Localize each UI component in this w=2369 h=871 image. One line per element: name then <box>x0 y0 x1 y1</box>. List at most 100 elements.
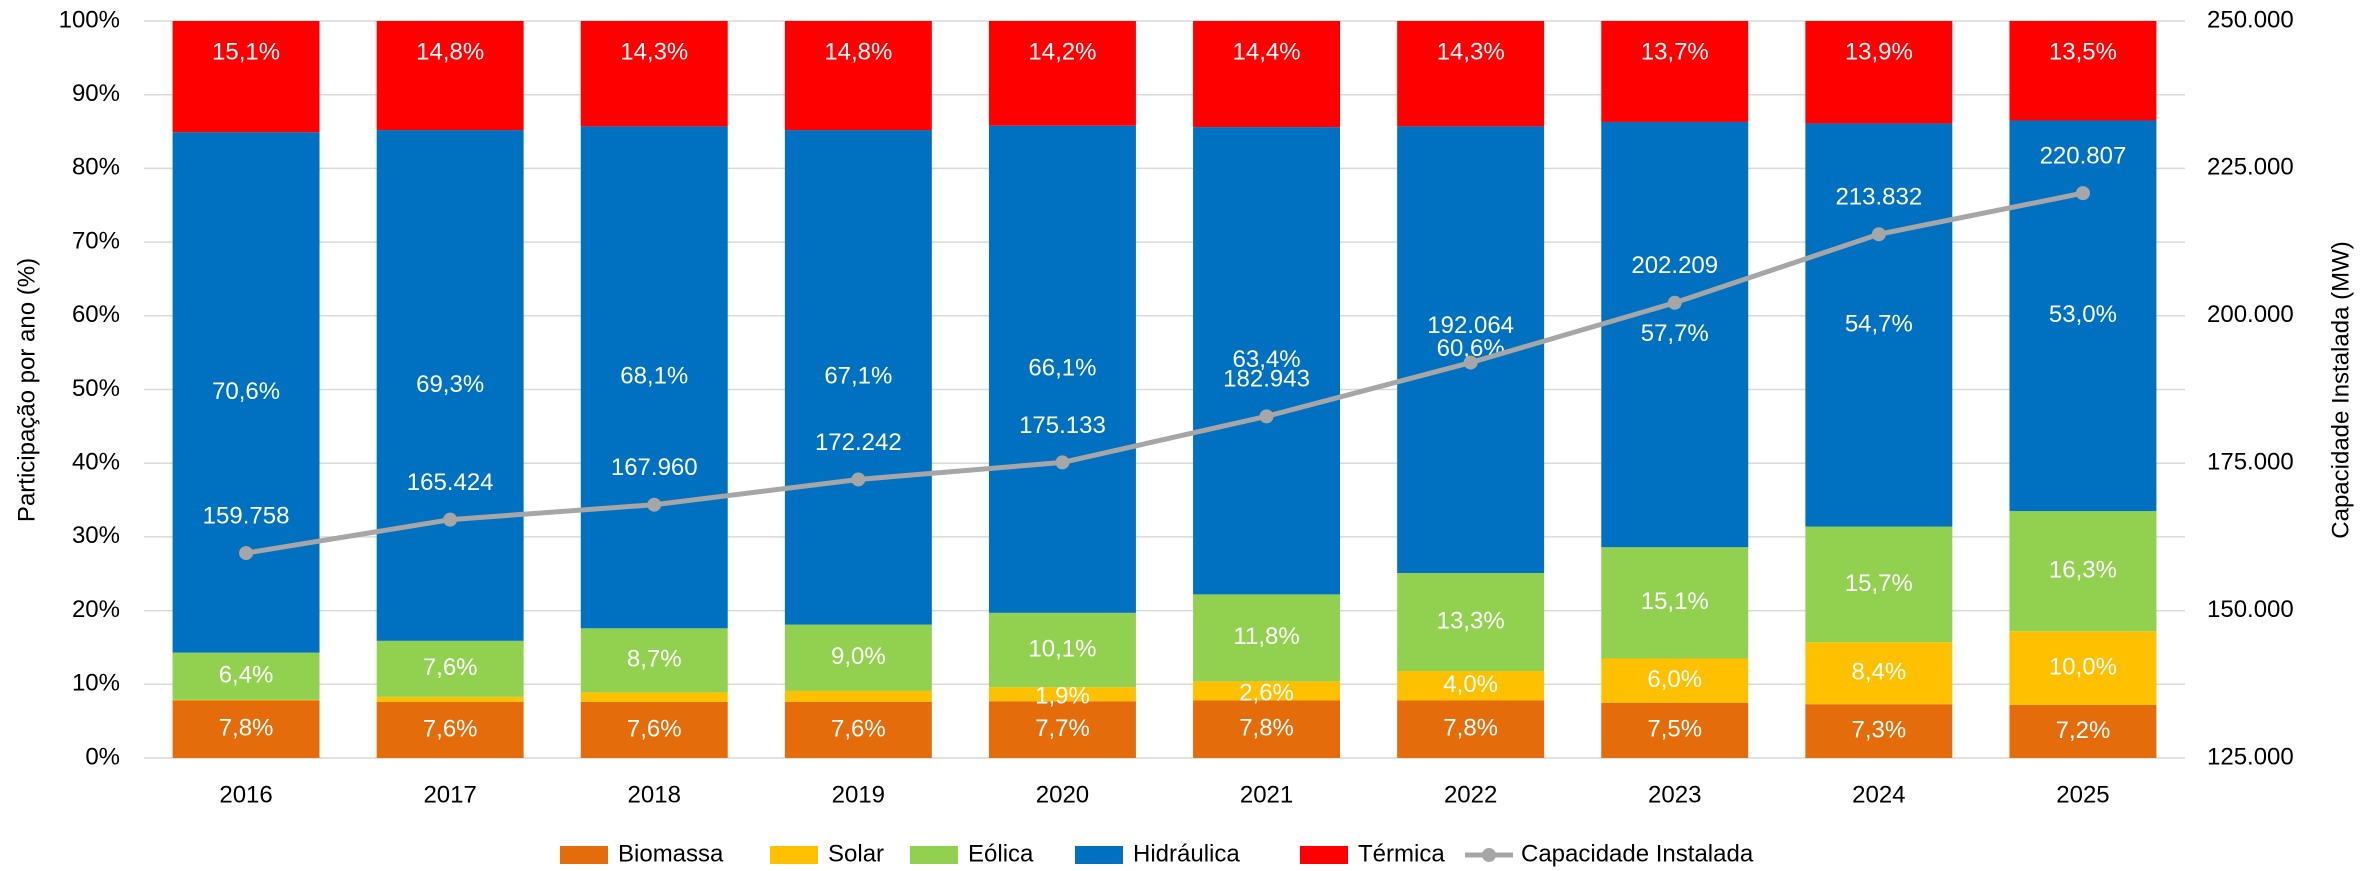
data-label: 7,6% <box>423 654 478 681</box>
data-label: 7,8% <box>219 715 274 742</box>
data-label: 7,6% <box>831 715 886 742</box>
bar-segment <box>1397 21 1545 127</box>
data-label: 159.758 <box>203 502 290 529</box>
x-tick-label: 2017 <box>423 781 476 808</box>
data-label: 13,5% <box>2049 38 2117 65</box>
line <box>245 190 2084 556</box>
data-label: 63,4% <box>1233 346 1301 373</box>
legend-label: Eólica <box>968 840 1034 867</box>
legend-swatch <box>910 846 958 864</box>
data-label: 14,2% <box>1028 38 1096 65</box>
bar-segment <box>988 701 1136 758</box>
y-axis-label: Participação por ano (%) <box>13 258 40 522</box>
line-marker <box>851 472 866 487</box>
y2-tick-label: 150.000 <box>2207 596 2294 623</box>
data-label: 192.064 <box>1427 312 1514 339</box>
legend-label: Térmica <box>1358 840 1445 867</box>
bar-segment <box>988 21 1136 126</box>
data-label: 69,3% <box>416 371 484 398</box>
bar-segment <box>376 701 524 758</box>
y-tick-label: 90% <box>72 80 120 107</box>
y2-tick-label: 200.000 <box>2207 301 2294 328</box>
data-label: 7,7% <box>1035 715 1090 742</box>
bar-segment <box>1193 21 1341 128</box>
bar-segment <box>580 628 728 693</box>
bar-segment <box>172 700 320 758</box>
legend-label: Biomassa <box>618 840 724 867</box>
bar-segment <box>1805 526 1953 643</box>
data-label: 13,9% <box>1845 38 1913 65</box>
bar-segment <box>784 690 932 702</box>
y2-tick-label: 250.000 <box>2207 6 2294 33</box>
data-label: 14,8% <box>416 38 484 65</box>
legend-label: Solar <box>828 840 884 867</box>
data-label: 10,1% <box>1028 635 1096 662</box>
bar-segment <box>172 132 320 653</box>
data-label: 8,4% <box>1851 659 1906 686</box>
bar-segment <box>580 692 728 702</box>
line-marker <box>1463 355 1478 370</box>
data-label: 213.832 <box>1835 184 1922 211</box>
y-tick-label: 0% <box>85 743 120 770</box>
legend-label: Capacidade Instalada <box>1521 840 1754 867</box>
data-label: 9,0% <box>831 643 886 670</box>
line-marker <box>2075 186 2090 201</box>
y-tick-label: 60% <box>72 301 120 328</box>
y-tick-label: 80% <box>72 154 120 181</box>
bar-segment <box>1805 704 1953 758</box>
bar-segment <box>784 130 932 625</box>
data-label: 6,0% <box>1647 666 1702 693</box>
x-tick-label: 2023 <box>1648 781 1701 808</box>
bar-segment <box>2009 704 2157 758</box>
x-tick-label: 2016 <box>219 781 272 808</box>
bar-segment <box>1397 671 1545 701</box>
bar-segment <box>580 126 728 629</box>
y2-tick-label: 125.000 <box>2207 743 2294 770</box>
x-tick-label: 2019 <box>832 781 885 808</box>
data-label: 220.807 <box>2040 142 2127 169</box>
y-tick-label: 30% <box>72 522 120 549</box>
x-tick-label: 2025 <box>2056 781 2109 808</box>
data-label: 14,3% <box>620 38 688 65</box>
bar-segment <box>376 696 524 702</box>
data-label: 175.133 <box>1019 412 1106 439</box>
bar-segment <box>1601 658 1749 703</box>
data-label: 7,6% <box>627 715 682 742</box>
data-label: 15,1% <box>1641 588 1709 615</box>
data-label: 10,0% <box>2049 653 2117 680</box>
bar-segment <box>580 21 728 127</box>
y2-tick-label: 175.000 <box>2207 449 2294 476</box>
bar-segment <box>1193 127 1341 595</box>
bar-segment <box>784 624 932 691</box>
data-label: 4,0% <box>1443 671 1498 698</box>
bar-segment <box>988 612 1136 688</box>
legend-swatch <box>560 846 608 864</box>
data-label: 13,7% <box>1641 38 1709 65</box>
bar-segment <box>1805 123 1953 527</box>
bar-segment <box>172 699 320 701</box>
data-label: 7,8% <box>1239 715 1294 742</box>
data-label: 53,0% <box>2049 301 2117 328</box>
data-label: 66,1% <box>1028 355 1096 382</box>
line-marker <box>1667 295 1682 310</box>
y-tick-label: 10% <box>72 670 120 697</box>
data-label: 7,3% <box>1851 716 1906 743</box>
y-tick-label: 50% <box>72 375 120 402</box>
bar-segment <box>784 701 932 758</box>
bar-segment <box>2009 120 2157 512</box>
y-tick-label: 40% <box>72 449 120 476</box>
data-label: 13,3% <box>1437 607 1505 634</box>
line-marker <box>1259 409 1274 424</box>
data-label: 167.960 <box>611 454 698 481</box>
y2-axis-label: Capacidade Instalada (MW) <box>2327 241 2354 538</box>
y-tick-label: 70% <box>72 227 120 254</box>
line-marker <box>1055 455 1070 470</box>
bar-segment <box>2009 511 2157 632</box>
bar-segment <box>172 21 320 133</box>
data-label: 67,1% <box>824 363 892 390</box>
x-tick-label: 2022 <box>1444 781 1497 808</box>
bar-segment <box>784 21 932 131</box>
data-label: 14,4% <box>1233 38 1301 65</box>
bar-segment <box>172 652 320 700</box>
